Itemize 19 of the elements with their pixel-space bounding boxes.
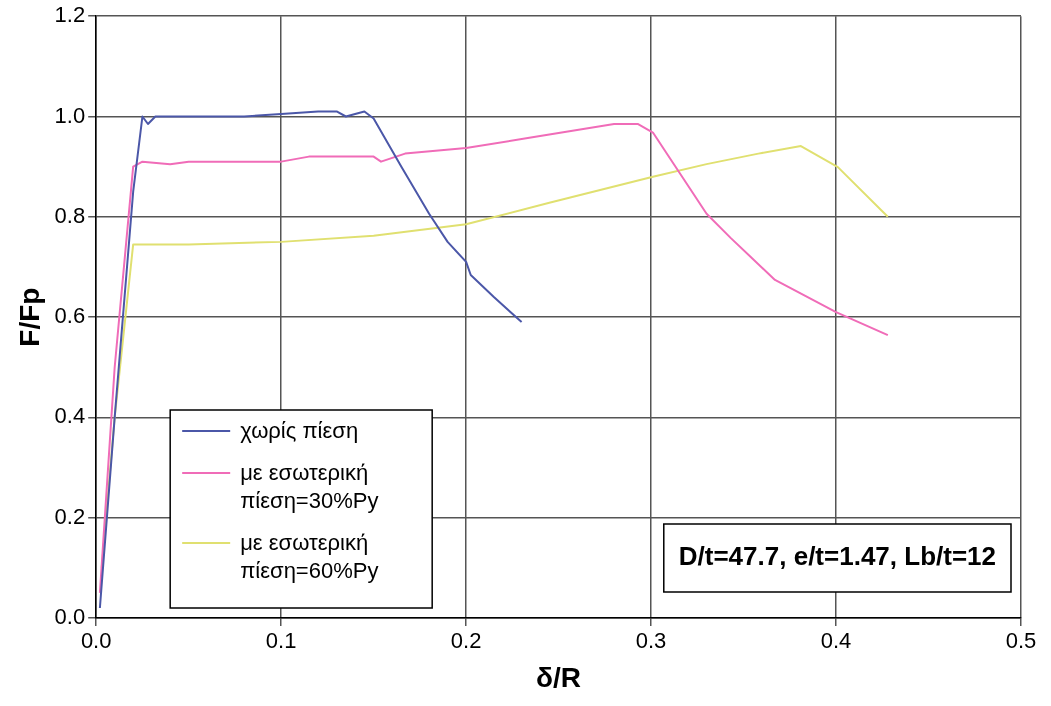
x-tick-label: 0.5	[1005, 628, 1037, 654]
legend-label: με εσωτερική πίεση=60%Py	[240, 530, 379, 583]
y-axis-title: F/Fp	[13, 287, 45, 347]
x-tick-label: 0.2	[450, 628, 482, 654]
y-tick-label: 0.4	[54, 403, 86, 429]
y-tick-label: 1.0	[54, 102, 86, 128]
x-tick-label: 0.1	[265, 628, 297, 654]
x-tick-label: 0.0	[80, 628, 112, 654]
legend-label: με εσωτερική πίεση=30%Py	[240, 460, 379, 513]
x-tick-label: 0.4	[820, 628, 852, 654]
y-tick-label: 0.6	[54, 303, 86, 329]
y-tick-label: 0.8	[54, 202, 86, 228]
x-axis-title: δ/R	[536, 661, 582, 693]
y-tick-label: 0.0	[54, 604, 86, 630]
x-tick-label: 0.3	[635, 628, 667, 654]
y-tick-label: 0.2	[54, 503, 86, 529]
legend-label: χωρίς πίεση	[240, 418, 359, 443]
annotation: D/t=47.7, e/t=1.47, Lb/t=12	[678, 541, 996, 572]
y-tick-label: 1.2	[54, 2, 86, 28]
